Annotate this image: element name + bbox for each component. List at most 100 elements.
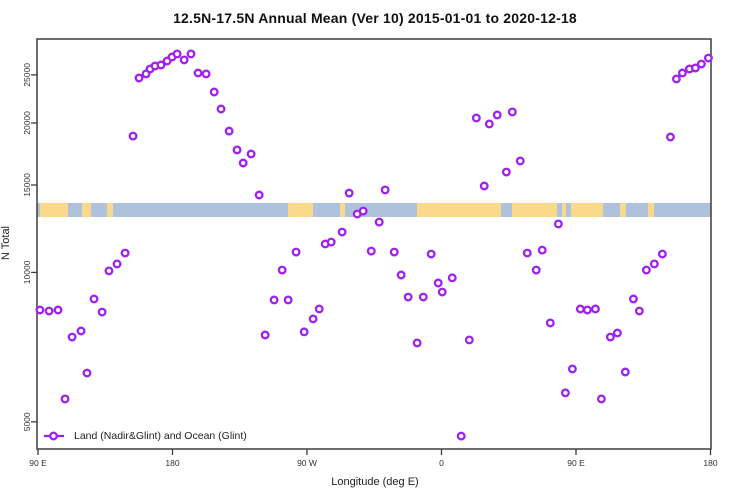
data-point bbox=[471, 113, 481, 123]
data-point bbox=[269, 295, 279, 305]
data-point bbox=[60, 394, 70, 404]
data-point bbox=[590, 304, 600, 314]
map-band-land bbox=[570, 202, 604, 218]
data-point bbox=[283, 295, 293, 305]
data-point bbox=[537, 245, 547, 255]
data-point bbox=[696, 59, 706, 69]
data-point bbox=[120, 248, 130, 258]
data-point bbox=[89, 294, 99, 304]
legend-label: Land (Nadir&Glint) and Ocean (Glint) bbox=[74, 430, 247, 442]
data-point bbox=[186, 49, 196, 59]
data-point bbox=[201, 69, 211, 79]
data-point bbox=[366, 246, 376, 256]
data-point bbox=[358, 206, 368, 216]
chart-title: 12.5N-17.5N Annual Mean (Ver 10) 2015-01… bbox=[173, 10, 577, 26]
data-point bbox=[179, 55, 189, 65]
data-point bbox=[326, 237, 336, 247]
data-point bbox=[76, 326, 86, 336]
data-point bbox=[620, 367, 630, 377]
data-point bbox=[67, 332, 77, 342]
data-point bbox=[246, 149, 256, 159]
x-tick-label: 0 bbox=[439, 458, 444, 468]
data-point bbox=[515, 156, 525, 166]
map-band-land bbox=[81, 202, 92, 218]
x-tick-label: 180 bbox=[165, 458, 179, 468]
map-band-land bbox=[619, 202, 626, 218]
data-point bbox=[44, 306, 54, 316]
data-point bbox=[396, 270, 406, 280]
legend-marker bbox=[49, 431, 58, 441]
data-point bbox=[437, 287, 447, 297]
data-point bbox=[35, 305, 45, 315]
data-point bbox=[337, 227, 347, 237]
data-point bbox=[703, 53, 713, 63]
data-point bbox=[403, 292, 413, 302]
data-point bbox=[209, 87, 219, 97]
data-point bbox=[97, 307, 107, 317]
x-tick-label: 90 E bbox=[29, 458, 47, 468]
data-point bbox=[492, 110, 502, 120]
data-point bbox=[112, 259, 122, 269]
x-tick-label: 90 W bbox=[297, 458, 317, 468]
y-tick-label: 10000 bbox=[22, 260, 32, 284]
data-point bbox=[412, 338, 422, 348]
map-band-land bbox=[39, 202, 69, 218]
data-point bbox=[224, 126, 234, 136]
data-point bbox=[380, 185, 390, 195]
data-point bbox=[677, 68, 687, 78]
data-point bbox=[172, 49, 182, 59]
data-point bbox=[596, 394, 606, 404]
data-point bbox=[104, 266, 114, 276]
data-point bbox=[291, 247, 301, 257]
data-point bbox=[501, 167, 511, 177]
x-axis-title: Longitude (deg E) bbox=[331, 476, 419, 488]
data-point bbox=[128, 131, 138, 141]
data-point bbox=[484, 119, 494, 129]
data-point bbox=[605, 332, 615, 342]
data-point bbox=[216, 104, 226, 114]
data-point bbox=[156, 60, 166, 70]
data-point bbox=[649, 259, 659, 269]
data-point bbox=[238, 158, 248, 168]
data-point bbox=[433, 278, 443, 288]
map-band-land bbox=[107, 202, 114, 218]
y-tick-label: 15000 bbox=[22, 173, 32, 197]
data-point bbox=[567, 364, 577, 374]
data-point bbox=[479, 181, 489, 191]
data-point bbox=[507, 107, 517, 117]
map-band-land bbox=[648, 202, 655, 218]
data-point bbox=[344, 188, 354, 198]
x-tick-label: 90 E bbox=[567, 458, 585, 468]
map-band-land bbox=[561, 202, 566, 218]
map-band-land bbox=[512, 202, 558, 218]
y-axis-title: N Total bbox=[0, 225, 12, 261]
data-point bbox=[657, 249, 667, 259]
y-tick-label: 20000 bbox=[22, 111, 32, 135]
data-point bbox=[456, 431, 466, 441]
data-point bbox=[308, 314, 318, 324]
data-point bbox=[522, 248, 532, 258]
x-tick-label: 180 bbox=[703, 458, 717, 468]
map-band-ocean bbox=[37, 202, 711, 218]
data-point bbox=[418, 292, 428, 302]
data-point bbox=[545, 318, 555, 328]
data-point bbox=[665, 132, 675, 142]
data-point bbox=[447, 273, 457, 283]
data-point bbox=[53, 305, 63, 315]
data-point bbox=[193, 68, 203, 78]
data-point bbox=[260, 330, 270, 340]
data-point bbox=[314, 304, 324, 314]
plot-frame bbox=[36, 38, 712, 450]
data-point bbox=[690, 63, 700, 73]
y-tick-label: 25000 bbox=[22, 63, 32, 87]
data-point bbox=[426, 249, 436, 259]
data-point bbox=[464, 335, 474, 345]
data-point bbox=[232, 145, 242, 155]
map-band-land bbox=[340, 202, 345, 218]
data-point bbox=[374, 217, 384, 227]
data-point bbox=[560, 388, 570, 398]
data-point bbox=[582, 305, 592, 315]
data-point bbox=[254, 190, 264, 200]
